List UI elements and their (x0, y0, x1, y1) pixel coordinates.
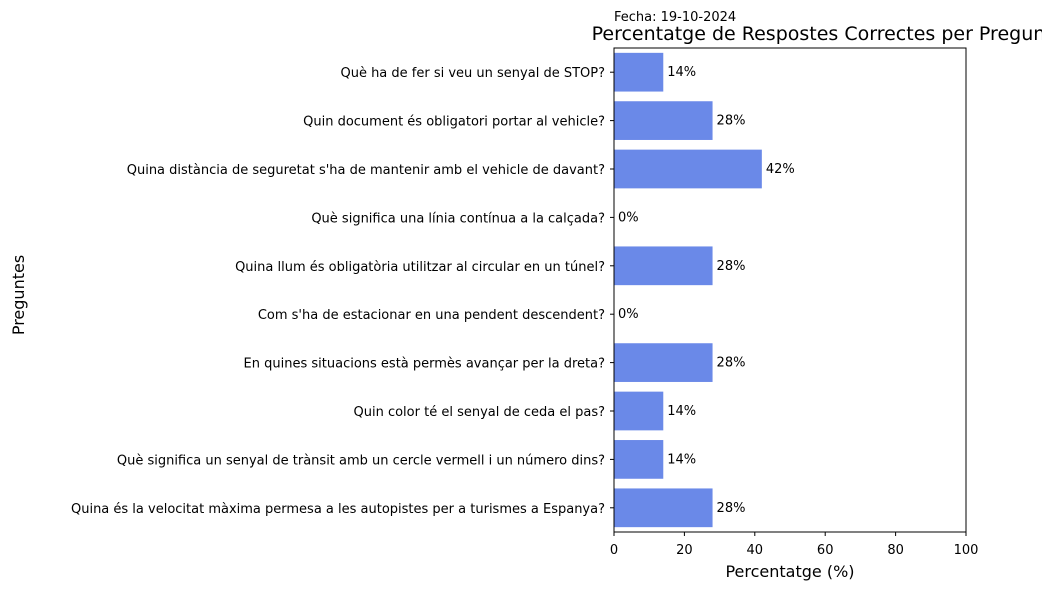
data-label: 42% (766, 162, 795, 177)
y-tick-label: Què significa un senyal de trànsit amb u… (117, 453, 605, 468)
y-tick-label: En quines situacions està permès avançar… (244, 357, 605, 372)
y-tick-label: Quin color té el senyal de ceda el pas? (354, 405, 606, 420)
data-label: 28% (717, 114, 746, 129)
data-label: 28% (717, 259, 746, 274)
x-tick-label: 20 (676, 543, 693, 558)
y-tick-label: Què significa una línia contínua a la ca… (311, 211, 605, 226)
x-tick-label: 60 (817, 543, 834, 558)
data-label: 0% (618, 210, 639, 225)
x-tick-label: 40 (747, 543, 764, 558)
bar (614, 101, 713, 140)
y-tick-label: Quina és la velocitat màxima permesa a l… (71, 502, 605, 517)
data-label: 14% (667, 404, 696, 419)
y-tick-label: Com s'ha de estacionar en una pendent de… (258, 308, 605, 323)
y-tick-label: Quina llum és obligatòria utilitzar al c… (235, 260, 605, 275)
data-label: 14% (667, 65, 696, 80)
bar (614, 149, 762, 189)
x-tick-label: 80 (887, 543, 904, 558)
bar (614, 440, 664, 479)
y-tick-label: Quina distància de seguretat s'ha de man… (127, 163, 605, 178)
x-tick-label: 100 (954, 543, 979, 558)
y-tick-label: Quin document és obligatori portar al ve… (303, 115, 605, 130)
ticks-layer: 0 20 40 60 80 100 (610, 71, 979, 558)
y-tick-label: Què ha de fer si veu un senyal de STOP? (340, 66, 605, 81)
y-axis-title: Preguntes (9, 255, 28, 335)
bar (614, 343, 713, 382)
data-label: 28% (717, 356, 746, 371)
plot-frame (613, 47, 967, 533)
x-tick-label: 0 (610, 543, 618, 558)
labels-layer: Què ha de fer si veu un senyal de STOP? 1… (71, 65, 795, 517)
bars-layer (614, 52, 762, 528)
bar (614, 488, 713, 528)
data-label: 0% (618, 307, 639, 322)
bar (614, 246, 713, 286)
date-label: Fecha: 19-10-2024 (614, 10, 736, 25)
bar (614, 52, 664, 92)
chart-title: Percentatge de Respostes Correctes per P… (592, 23, 1042, 45)
data-label: 14% (667, 452, 696, 467)
x-axis-title: Percentatge (%) (725, 562, 854, 581)
data-label: 28% (717, 501, 746, 516)
bar (614, 391, 664, 431)
